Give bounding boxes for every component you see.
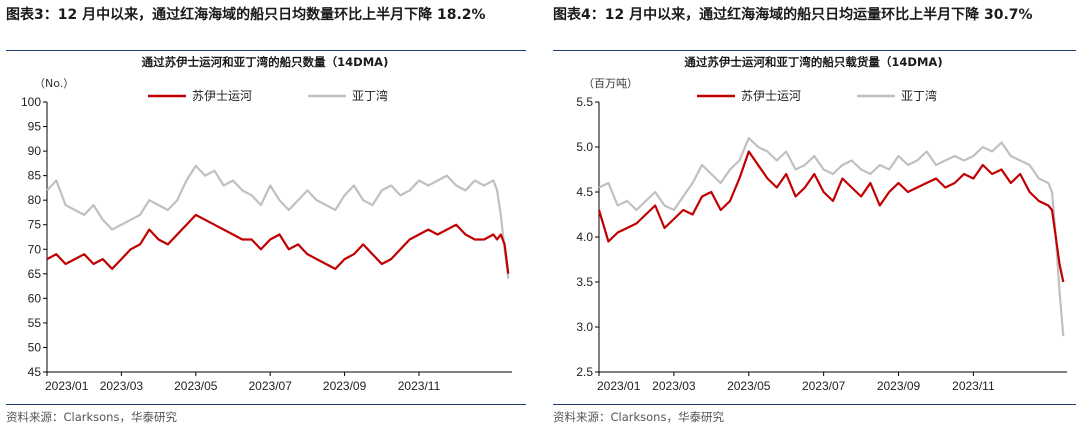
- y-tick-label: 70: [28, 242, 42, 256]
- y-tick-label: 65: [28, 267, 42, 281]
- line-chart-ship-count: 45 50 55 60 65 70 75 80 85 90 95 100 2023/01 2023/03 2…: [21, 88, 512, 393]
- series-line-suez: [46, 213, 510, 274]
- y-tick-label: 4.5: [576, 185, 593, 199]
- x-tick-label: 2023/01: [597, 379, 641, 393]
- title-divider: [553, 50, 1076, 51]
- y-tick-label: 2.5: [576, 365, 593, 379]
- x-tick-label: 2023/07: [249, 379, 293, 393]
- x-tick-label: 2023/11: [952, 379, 995, 393]
- series-line-aden: [46, 164, 510, 279]
- x-tick-label: 2023/05: [174, 379, 218, 393]
- source-note: 资料来源：Clarksons，华泰研究: [6, 410, 177, 424]
- figure-title: 图表4：12 月中以来，通过红海海域的船只日均运量环比上半月下降 30.7%: [553, 4, 1073, 26]
- y-tick-label: 4.0: [576, 230, 593, 244]
- y-axis-unit: （No.）: [34, 77, 75, 90]
- series-line-aden: [598, 136, 1065, 337]
- y-axis-unit: （百万吨）: [583, 77, 638, 90]
- x-tick-label: 2023/03: [652, 379, 696, 393]
- y-tick-label: 50: [28, 340, 42, 354]
- source-divider: [553, 404, 1076, 405]
- legend-label: 苏伊士运河: [741, 89, 801, 103]
- source-note: 资料来源：Clarksons，华泰研究: [553, 410, 724, 424]
- y-tick-label: 3.5: [576, 275, 593, 289]
- y-tick-label: 90: [28, 144, 42, 158]
- y-tick-label: 60: [28, 291, 42, 305]
- y-tick-label: 5.5: [576, 95, 593, 109]
- x-tick-label: 2023/01: [45, 379, 89, 393]
- figure-right: 图表4：12 月中以来，通过红海海域的船只日均运量环比上半月下降 30.7% 通…: [547, 0, 1080, 436]
- x-tick-label: 2023/11: [398, 379, 441, 393]
- x-tick-label: 2023/03: [100, 379, 144, 393]
- source-divider: [6, 404, 526, 405]
- x-tick-label: 2023/09: [877, 379, 921, 393]
- figure-left: 图表3：12 月中以来，通过红海海域的船只日均数量环比上半月下降 18.2% 通…: [0, 0, 530, 436]
- y-tick-label: 45: [28, 365, 42, 379]
- y-tick-label: 95: [28, 120, 42, 134]
- x-tick-label: 2023/07: [802, 379, 846, 393]
- title-divider: [6, 50, 526, 51]
- figure-label: 图表4：: [553, 7, 605, 23]
- y-tick-label: 75: [28, 218, 42, 232]
- figure-title-text: 12 月中以来，通过红海海域的船只日均运量环比上半月下降 30.7%: [604, 7, 1033, 23]
- figure-title: 图表3：12 月中以来，通过红海海域的船只日均数量环比上半月下降 18.2%: [6, 4, 526, 26]
- y-tick-label: 3.0: [576, 320, 593, 334]
- y-tick-label: 55: [28, 316, 42, 330]
- chart-title: 通过苏伊士运河和亚丁湾的船只载货量（14DMA): [684, 55, 943, 69]
- legend-label: 苏伊士运河: [192, 89, 252, 103]
- y-tick-label: 80: [28, 193, 42, 207]
- chart-title: 通过苏伊士运河和亚丁湾的船只数量（14DMA): [141, 55, 389, 69]
- y-tick-label: 5.0: [576, 140, 593, 154]
- figure-label: 图表3：: [6, 7, 58, 23]
- line-chart-ship-tonnage: 2.5 3.0 3.5 4.0 4.5 5.0 5.5 2023/01 2023/03 2023/…: [576, 88, 1067, 393]
- y-tick-label: 85: [28, 169, 42, 183]
- x-tick-label: 2023/05: [727, 379, 771, 393]
- legend-label: 亚丁湾: [352, 88, 388, 103]
- series-line-suez: [597, 150, 1065, 283]
- x-tick-label: 2023/09: [323, 379, 367, 393]
- legend-label: 亚丁湾: [901, 88, 937, 103]
- figure-title-text: 12 月中以来，通过红海海域的船只日均数量环比上半月下降 18.2%: [57, 7, 486, 23]
- y-tick-label: 100: [21, 95, 41, 109]
